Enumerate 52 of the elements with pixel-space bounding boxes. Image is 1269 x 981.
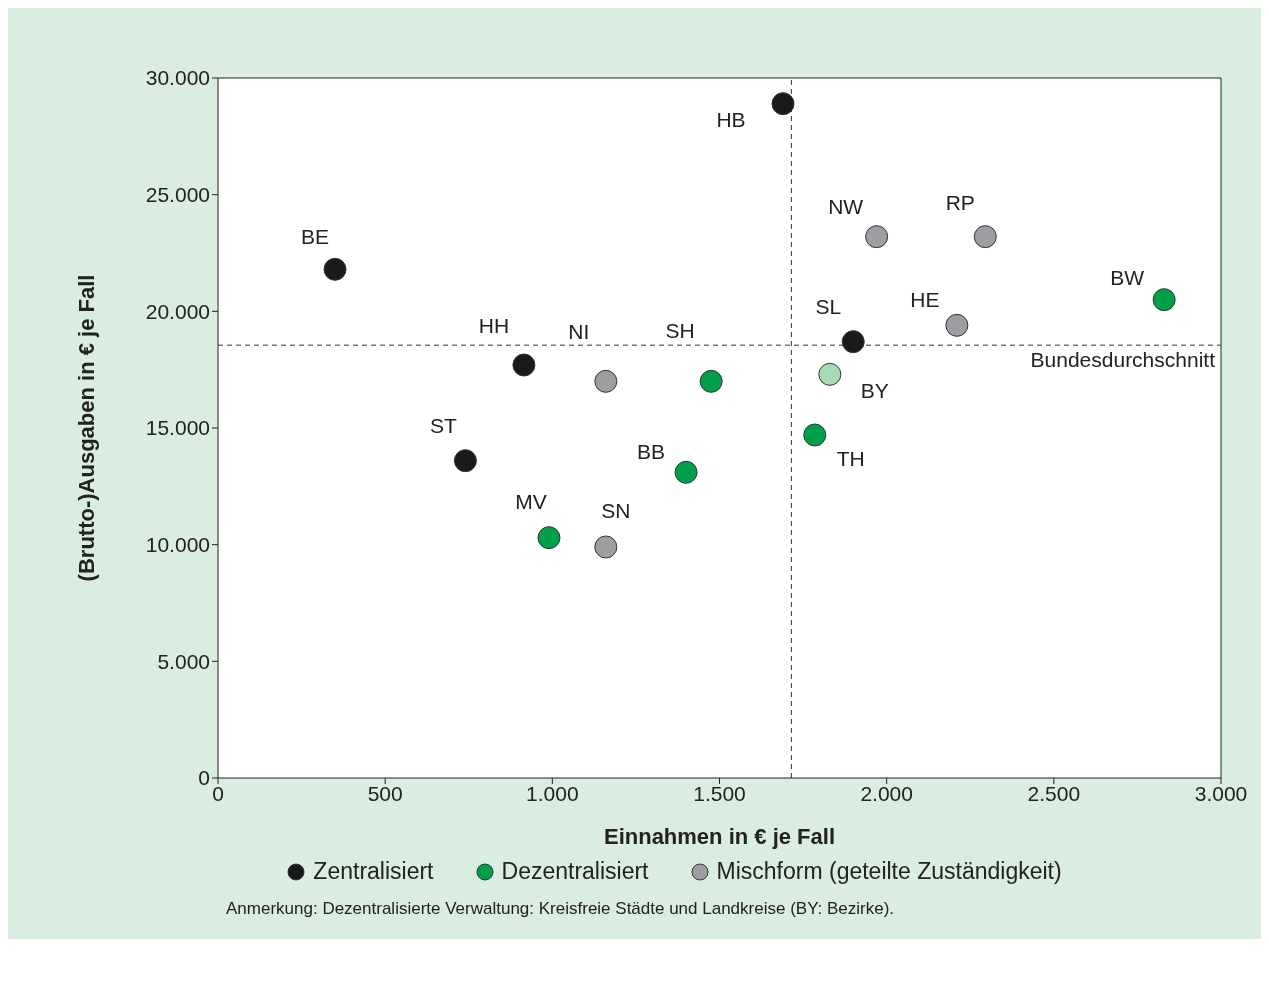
point (841, 330, 865, 354)
annotation: SH (665, 319, 695, 343)
y-axis-title: (Brutto-)Ausgaben in € je Fall (73, 274, 99, 582)
x-tick-label: 1.000 (526, 781, 579, 805)
annotation: BY (860, 379, 889, 403)
point (674, 460, 698, 484)
point (803, 423, 827, 447)
annotation: BE (301, 225, 330, 249)
y-tick-label: 15.000 (145, 416, 210, 440)
point (818, 362, 842, 386)
x-tick-label: 2.500 (1027, 781, 1081, 805)
x-tick-label: 3.000 (1194, 781, 1248, 805)
annotation: SL (815, 294, 842, 318)
text: Anmerkung: Dezentralisierte Verwaltung: Kreisfreie Städte und Landkreise (BY: Bezirke). (226, 899, 896, 919)
ref-line-label: Bundesdurchschnitt (1030, 348, 1216, 372)
annotation: NI (568, 320, 590, 344)
annotation: HE (910, 288, 940, 312)
point (771, 92, 795, 116)
point (453, 449, 477, 473)
point (323, 257, 347, 281)
annotation: HH (478, 314, 510, 337)
annotation: ST (429, 413, 457, 437)
annotation: BW (1110, 265, 1145, 289)
point (594, 535, 618, 559)
legend-label: Mischform (geteilte Zuständigkeit) (715, 858, 1062, 885)
annotation: RP (945, 190, 975, 214)
point (699, 369, 723, 393)
y-tick-label: 5.000 (157, 649, 210, 673)
x-axis-title: Einnahmen in € je Fall (603, 824, 836, 849)
annotation: NW (828, 194, 864, 218)
point (945, 313, 969, 337)
annotation: SN (601, 499, 631, 522)
point (537, 526, 561, 550)
legend-label: Dezentralisiert (500, 858, 649, 885)
x-tick-label: 2.000 (860, 781, 913, 805)
annotation: HB (716, 107, 746, 131)
point (1152, 288, 1176, 312)
y-tick-label: 30.000 (145, 66, 210, 90)
annotation: TH (836, 447, 865, 470)
x-tick-label: 1.500 (693, 781, 746, 805)
annotation: MV (515, 489, 547, 513)
y-tick-label: 25.000 (145, 183, 210, 207)
y-tick-label: 20.000 (145, 299, 210, 323)
y-tick-label: 10.000 (145, 533, 210, 557)
legend-label: Zentralisiert (312, 858, 434, 885)
y-tick-label: 0 (198, 766, 210, 790)
point (973, 225, 997, 249)
x-tick-label: 500 (367, 781, 403, 805)
point (865, 225, 889, 249)
point (594, 369, 618, 393)
annotation: BB (637, 440, 666, 464)
point (512, 353, 536, 377)
